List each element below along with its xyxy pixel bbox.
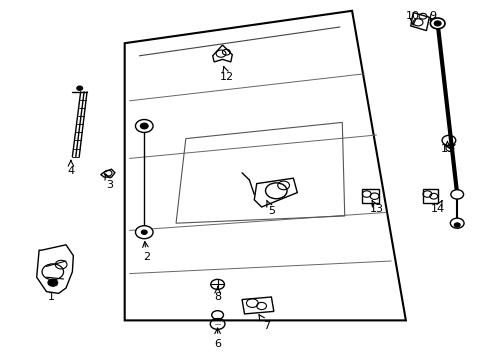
Text: 6: 6 — [214, 328, 221, 349]
Text: 2: 2 — [142, 242, 150, 262]
Text: 12: 12 — [220, 67, 234, 82]
Circle shape — [141, 230, 147, 234]
Text: 14: 14 — [430, 201, 444, 214]
Circle shape — [135, 226, 153, 239]
Circle shape — [140, 123, 148, 129]
Circle shape — [453, 223, 459, 227]
Circle shape — [77, 86, 82, 90]
Text: 1: 1 — [48, 279, 57, 302]
Text: 7: 7 — [259, 315, 269, 331]
Circle shape — [135, 120, 153, 132]
Text: 9: 9 — [428, 11, 435, 21]
Circle shape — [429, 18, 444, 29]
Text: 13: 13 — [369, 201, 383, 214]
Text: 3: 3 — [105, 174, 113, 190]
Circle shape — [48, 279, 58, 286]
Circle shape — [433, 21, 440, 26]
Text: 10: 10 — [406, 11, 419, 25]
Circle shape — [450, 190, 463, 199]
Text: 8: 8 — [214, 287, 221, 302]
Circle shape — [449, 218, 463, 228]
Text: 11: 11 — [440, 141, 453, 154]
Text: 5: 5 — [266, 200, 274, 216]
Text: 4: 4 — [67, 160, 74, 176]
